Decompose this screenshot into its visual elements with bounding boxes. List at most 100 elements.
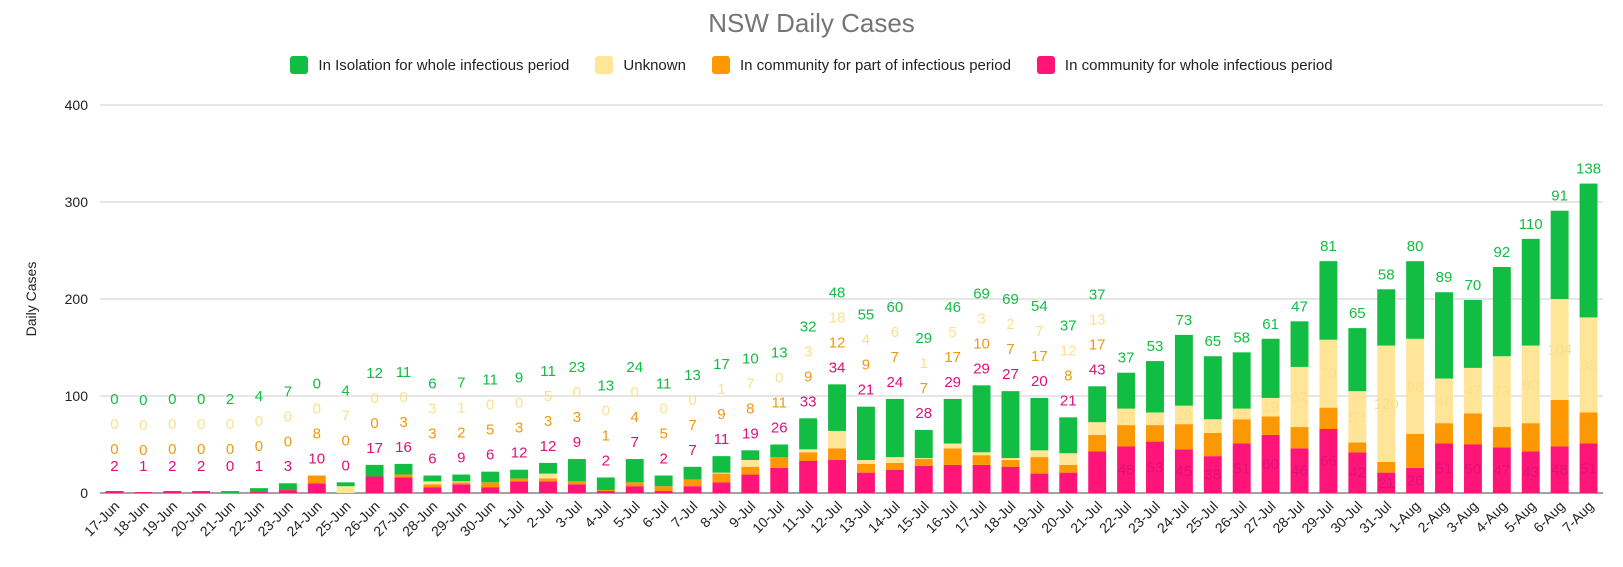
- data-label: 48: [1551, 462, 1568, 479]
- x-tick-label: 1-Jul: [494, 498, 527, 531]
- bar-segment: [654, 491, 673, 493]
- bar-segment: [452, 484, 471, 493]
- data-label: 29: [973, 360, 990, 377]
- data-label: 3: [428, 401, 436, 418]
- bar-segment: [1290, 448, 1309, 493]
- data-label: 32: [1465, 421, 1482, 438]
- data-label: 0: [573, 384, 581, 401]
- bar-segment: [1146, 361, 1164, 413]
- data-label: 0: [226, 458, 234, 475]
- data-label: 11: [1234, 406, 1250, 423]
- data-label: 92: [1493, 244, 1510, 261]
- bar-segment: [1521, 345, 1540, 424]
- bar-segment: [1088, 422, 1107, 435]
- data-label: 58: [1233, 329, 1250, 346]
- x-tick-label: 21-Jul: [1067, 498, 1105, 536]
- bar-segment: [510, 478, 529, 482]
- bar-segment: [423, 487, 442, 493]
- bar-segment: [1463, 444, 1482, 493]
- data-label: 3: [573, 409, 581, 426]
- data-label: 35: [1407, 443, 1424, 460]
- data-label: 29: [1522, 429, 1539, 446]
- x-tick-label: 27-Jul: [1240, 498, 1278, 536]
- bar-segment: [1463, 413, 1482, 445]
- data-label: 48: [829, 284, 846, 301]
- bar-segment: [481, 471, 500, 483]
- bar-segment: [1261, 434, 1280, 493]
- data-label: 60: [1262, 456, 1279, 473]
- bar-segment: [712, 472, 731, 474]
- bar-segment: [539, 462, 557, 474]
- data-label: 46: [944, 299, 961, 316]
- x-tick-label: 2-Aug: [1414, 498, 1452, 536]
- data-label: 7: [746, 375, 754, 392]
- data-label: 21: [1060, 392, 1077, 409]
- data-label: 0: [110, 441, 118, 458]
- y-tick-label: 400: [65, 97, 89, 113]
- x-tick-label: 18-Jul: [980, 498, 1018, 536]
- data-label: 0: [313, 376, 321, 393]
- data-label: 4: [631, 409, 639, 426]
- data-label: 17: [713, 356, 730, 373]
- bar-segment: [1550, 446, 1569, 493]
- bar-segment: [250, 488, 268, 493]
- bar-segment: [856, 406, 875, 461]
- data-label: 0: [631, 384, 639, 401]
- data-label: 24: [626, 359, 643, 376]
- data-label: 17: [944, 349, 961, 366]
- chart-title: NSW Daily Cases: [708, 8, 915, 38]
- legend-item-isolation[interactable]: In Isolation for whole infectious period: [290, 56, 569, 74]
- bar-segment: [1030, 397, 1049, 451]
- bar-segment: [1319, 261, 1338, 340]
- bar-segment: [1406, 467, 1425, 493]
- bar-segment: [943, 464, 962, 493]
- data-label: 2: [659, 451, 667, 468]
- bar-segment: [423, 481, 442, 485]
- data-label: 11: [482, 372, 498, 389]
- bar-segment: [914, 459, 933, 466]
- x-tick-label: 4-Aug: [1472, 498, 1510, 536]
- bar-segment: [1174, 424, 1193, 450]
- bar-segment: [1001, 458, 1020, 461]
- data-label: 4: [342, 382, 350, 399]
- legend-label-unknown: Unknown: [623, 56, 686, 74]
- bar-segment: [799, 449, 818, 453]
- data-label: 46: [1436, 393, 1453, 410]
- x-tick-label: 3-Jul: [552, 498, 585, 531]
- data-label: 17: [1147, 425, 1164, 442]
- x-tick-label: 29-Jul: [1298, 498, 1336, 536]
- bar-segment: [163, 491, 182, 493]
- bar-segment: [1492, 356, 1511, 428]
- bar-segment: [943, 448, 962, 465]
- bar-segment: [741, 460, 760, 467]
- bar-segment: [683, 479, 702, 487]
- bar-segment: [770, 467, 789, 493]
- data-label: 98: [1407, 378, 1424, 395]
- legend-swatch-community-whole: [1036, 56, 1055, 74]
- bar-segment: [1088, 386, 1107, 423]
- data-label: 6: [428, 376, 436, 393]
- legend-item-community-part[interactable]: In community for part of infectious peri…: [711, 56, 1011, 74]
- data-label: 13: [771, 345, 788, 362]
- bar-segment: [1435, 378, 1453, 424]
- bar-segment: [972, 452, 991, 456]
- bar-segment: [394, 474, 413, 478]
- data-label: 80: [1407, 238, 1424, 255]
- bar-segment: [625, 486, 644, 493]
- data-label: 17: [1031, 348, 1048, 365]
- legend-swatch-isolation: [290, 56, 309, 74]
- legend-item-unknown[interactable]: Unknown: [595, 56, 686, 74]
- legend-item-community-whole[interactable]: In community for whole infectious period: [1036, 56, 1333, 74]
- data-label: 25: [1233, 423, 1250, 440]
- bar-segment: [856, 463, 875, 473]
- data-label: 6: [891, 324, 899, 341]
- data-label: 7: [457, 375, 465, 392]
- data-label: 10: [742, 350, 759, 367]
- bar-segment: [1146, 425, 1164, 442]
- data-label: 5: [544, 388, 552, 405]
- data-label: 0: [486, 397, 494, 414]
- x-tick-label: 25-Jul: [1183, 498, 1221, 536]
- bar-segment: [336, 482, 355, 487]
- bar-segment: [1261, 338, 1280, 398]
- bar-segment: [885, 398, 904, 458]
